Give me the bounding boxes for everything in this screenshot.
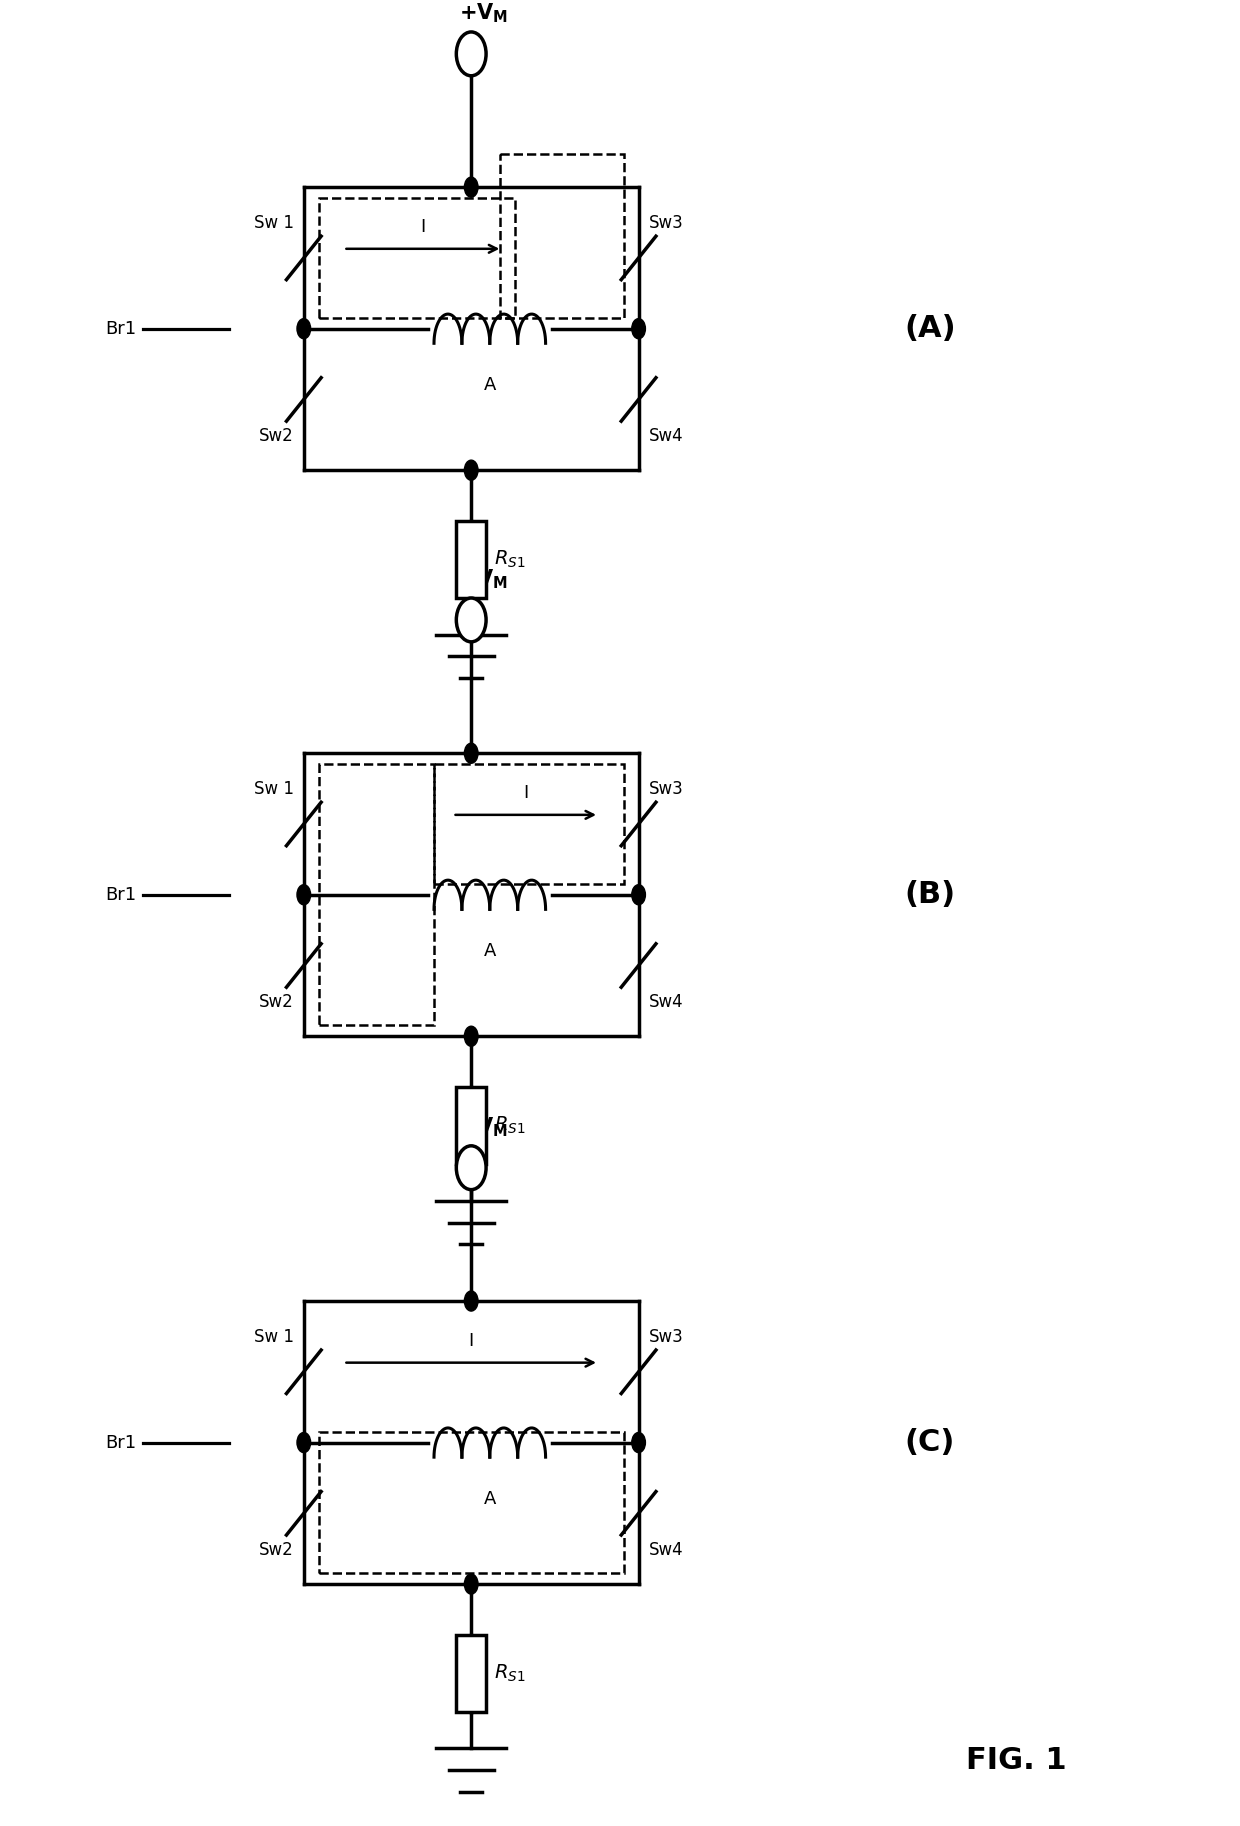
Text: Br1: Br1 [105,320,136,338]
Text: Sw3: Sw3 [649,1328,683,1346]
Circle shape [298,1432,310,1453]
Circle shape [464,177,479,197]
Text: (B): (B) [904,880,956,909]
Text: A: A [484,376,496,394]
Text: $\bf{+V_M}$: $\bf{+V_M}$ [459,568,508,592]
Circle shape [298,320,310,340]
Text: A: A [484,942,496,960]
Text: I: I [420,217,425,236]
Circle shape [464,1574,479,1594]
Text: Sw4: Sw4 [649,427,683,446]
Circle shape [464,1291,479,1311]
Text: Sw2: Sw2 [259,993,294,1012]
Text: Sw3: Sw3 [649,214,683,232]
Text: (A): (A) [904,314,956,343]
Text: Sw4: Sw4 [649,993,683,1012]
Circle shape [456,1147,486,1191]
Text: Br1: Br1 [105,886,136,904]
Circle shape [456,33,486,77]
FancyBboxPatch shape [456,522,486,599]
FancyBboxPatch shape [456,1636,486,1713]
Circle shape [298,886,310,906]
Text: $R_{S1}$: $R_{S1}$ [494,1116,525,1136]
Circle shape [464,1026,479,1046]
Text: (C): (C) [905,1428,955,1457]
Text: Sw2: Sw2 [259,427,294,446]
Text: I: I [523,783,528,802]
Circle shape [456,599,486,643]
Text: $\bf{+V_M}$: $\bf{+V_M}$ [459,1116,508,1139]
Text: Sw4: Sw4 [649,1541,683,1559]
FancyBboxPatch shape [456,1088,486,1165]
Text: Sw3: Sw3 [649,780,683,798]
Circle shape [631,886,646,906]
Text: Sw 1: Sw 1 [254,214,294,232]
Text: FIG. 1: FIG. 1 [966,1746,1068,1775]
Circle shape [464,460,479,480]
Text: $R_{S1}$: $R_{S1}$ [494,1663,525,1684]
Text: $\bf{+V_M}$: $\bf{+V_M}$ [459,2,508,24]
Text: A: A [484,1490,496,1508]
Text: Sw2: Sw2 [259,1541,294,1559]
Circle shape [631,320,646,340]
Circle shape [464,743,479,763]
Text: I: I [469,1331,474,1349]
Circle shape [631,1432,646,1453]
Text: Sw 1: Sw 1 [254,780,294,798]
Text: Br1: Br1 [105,1433,136,1452]
Text: $R_{S1}$: $R_{S1}$ [494,550,525,570]
Text: Sw 1: Sw 1 [254,1328,294,1346]
